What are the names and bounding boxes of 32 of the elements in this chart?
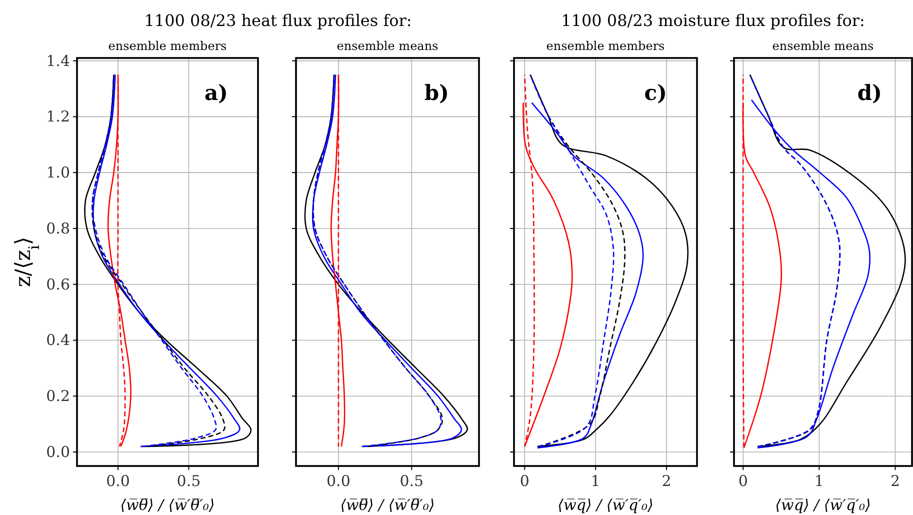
x-tick-label: 1	[814, 472, 824, 490]
x-tick-label: 2	[662, 472, 672, 490]
chart-subtitle: ensemble members	[108, 39, 227, 53]
x-tick-label: 2	[890, 472, 900, 490]
y-tick-label: 0.2	[46, 387, 70, 406]
x-tick-label: 0	[520, 472, 530, 490]
y-tick-label: 1.0	[46, 164, 70, 182]
chart-title: 1100 08/23 heat flux profiles for:	[144, 11, 412, 30]
y-tick-label: 0.0	[46, 443, 70, 462]
y-tick-label: 1.2	[46, 108, 70, 126]
x-tick-label: 0.5	[400, 472, 424, 490]
annotation: c)	[644, 80, 667, 105]
y-tick-label: 1.4	[46, 52, 70, 70]
chart-title: 1100 08/23 moisture flux profiles for:	[561, 11, 865, 30]
x-tick-label: 0.0	[106, 472, 130, 490]
x-axis-title: ⟨w̅θ̅⟩ / ⟨w̅′θ̅′₀⟩	[340, 496, 435, 514]
x-axis-title: ⟨w̅θ̅⟩ / ⟨w̅′θ̅′₀⟩	[120, 496, 215, 514]
x-tick-label: 1	[590, 472, 600, 490]
x-axis-title: ⟨w̅q̅⟩ / ⟨w̅′q̅′₀⟩	[558, 496, 654, 514]
annotation: b)	[424, 80, 449, 105]
y-tick-label: 0.6	[46, 275, 70, 294]
y-tick-label: 0.8	[46, 219, 70, 238]
annotation: d)	[857, 80, 882, 105]
annotation: a)	[204, 80, 228, 105]
x-tick-label: 0.5	[176, 472, 201, 490]
chart-subtitle: ensemble means	[336, 39, 438, 53]
chart-subtitle: ensemble means	[772, 39, 874, 53]
x-axis-title: ⟨w̅q̅⟩ / ⟨w̅′q̅′₀⟩	[775, 496, 871, 514]
y-tick-label: 0.4	[46, 331, 70, 350]
chart-subtitle: ensemble members	[546, 39, 665, 53]
x-tick-label: 0.0	[326, 472, 350, 490]
x-tick-label: 0	[738, 472, 748, 490]
